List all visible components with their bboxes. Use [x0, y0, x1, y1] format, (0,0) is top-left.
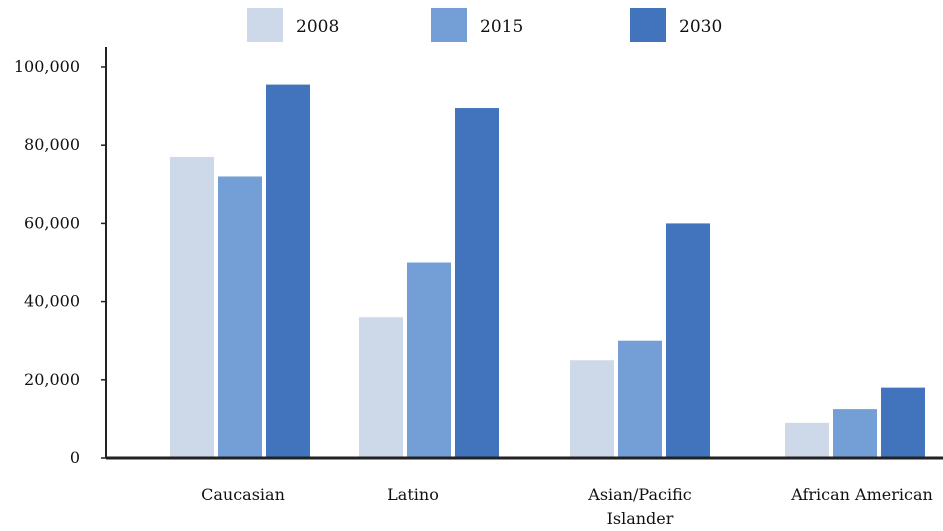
y-tick-label: 100,000: [14, 57, 80, 76]
x-category-label: African American: [790, 485, 933, 504]
y-tick-label: 40,000: [24, 292, 80, 311]
legend-swatch-2008: [247, 8, 283, 42]
bar-2008-2: [570, 360, 614, 458]
legend-swatch-2015: [431, 8, 467, 42]
legend-swatch-2030: [630, 8, 666, 42]
x-category-label: Latino: [387, 485, 439, 504]
legend: 2008 2015 2030: [247, 8, 722, 42]
y-tick-label: 0: [70, 448, 80, 467]
bar-2030-0: [266, 84, 310, 458]
bar-2030-1: [455, 108, 499, 459]
legend-label: 2030: [679, 17, 722, 37]
legend-label: 2015: [480, 17, 523, 37]
bar-2030-3: [881, 387, 925, 458]
legend-label: 2008: [296, 17, 339, 37]
bar-2008-1: [359, 317, 403, 458]
bar-2008-0: [170, 156, 214, 458]
y-axis: 0 20,000 40,000 60,000 80,000 100,000: [14, 47, 107, 467]
bar-2015-0: [218, 176, 262, 459]
y-tick-label: 20,000: [24, 370, 80, 389]
bar-2015-2: [618, 340, 662, 458]
bar-2030-2: [666, 223, 710, 458]
bar-2008-3: [785, 422, 829, 458]
x-axis: Caucasian Latino Asian/Pacific Islander Afri…: [106, 456, 943, 528]
bars: [170, 84, 925, 459]
bar-2015-3: [833, 409, 877, 458]
y-tick-label: 60,000: [24, 213, 80, 232]
x-category-label: Islander: [607, 509, 674, 528]
x-category-label: Asian/Pacific: [587, 485, 691, 504]
bar-2015-1: [407, 262, 451, 458]
x-category-label: Caucasian: [201, 485, 285, 504]
y-tick-label: 80,000: [24, 135, 80, 154]
